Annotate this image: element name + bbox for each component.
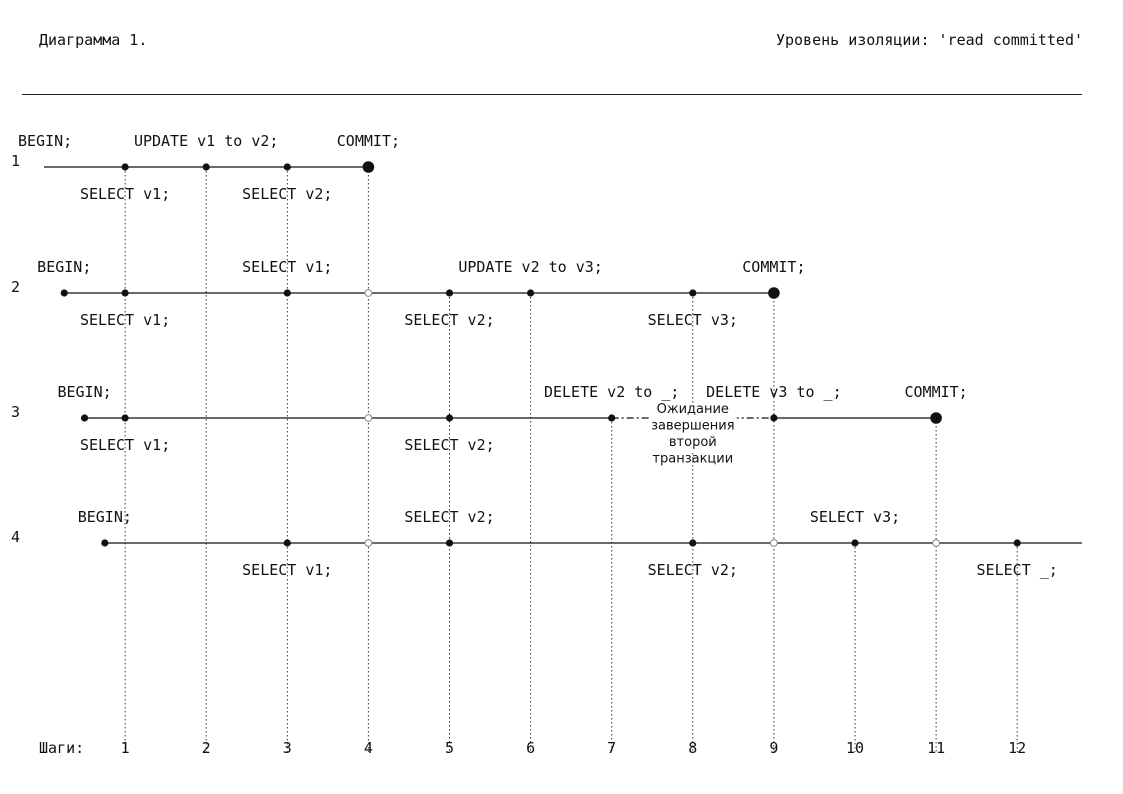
event-label-above: BEGIN; (78, 508, 132, 526)
event-point (689, 289, 697, 297)
snapshot-point (364, 414, 373, 422)
event-label-below: SELECT _; (977, 561, 1058, 579)
event-label-above: UPDATE v1 to v2; (134, 132, 279, 150)
event-point (121, 414, 129, 422)
event-label-above: DELETE v2 to _; (544, 383, 679, 401)
transaction-number: 4 (11, 528, 20, 546)
step-tick-label: 3 (283, 739, 292, 757)
event-point (527, 289, 535, 297)
wait-note-line: завершения (651, 419, 734, 434)
event-label-above: SELECT v1; (242, 258, 332, 276)
event-point (80, 414, 89, 422)
diagram-title: Диаграмма 1. (39, 31, 148, 49)
snapshot-point (364, 289, 373, 297)
wait-note-line: транзакции (652, 452, 733, 467)
snapshot-point (364, 539, 373, 547)
transaction-number: 2 (11, 278, 20, 296)
commit-point (768, 287, 780, 299)
event-point (202, 163, 210, 171)
snapshot-point (770, 539, 778, 547)
snapshot-point (932, 539, 940, 547)
step-tick-label: 12 (1008, 739, 1026, 757)
event-point (445, 539, 454, 547)
event-label-above: DELETE v3 to _; (706, 383, 841, 401)
event-point (1013, 539, 1021, 547)
event-label-above: BEGIN; (37, 258, 91, 276)
transaction-number: 1 (11, 152, 20, 170)
event-point (121, 163, 129, 171)
commit-point (362, 161, 375, 173)
event-point (689, 539, 697, 547)
event-label-above: COMMIT; (337, 132, 400, 150)
wait-note-line: Ожидание (657, 402, 729, 417)
event-point (445, 414, 454, 422)
event-label-below: SELECT v2; (404, 436, 494, 454)
event-point (283, 289, 291, 297)
step-tick-label: 6 (526, 739, 535, 757)
event-label-above: BEGIN; (57, 383, 111, 401)
event-label-below: SELECT v2; (404, 311, 494, 329)
step-tick-label: 2 (202, 739, 211, 757)
event-point (608, 414, 616, 422)
event-point (851, 539, 859, 547)
event-point (283, 163, 291, 171)
event-point (101, 539, 109, 547)
event-point (60, 289, 68, 297)
event-label-below: SELECT v1; (242, 561, 332, 579)
commit-point (930, 412, 942, 424)
transaction-lines (44, 166, 1082, 544)
step-tick-label: 7 (607, 739, 616, 757)
steps-label: Шаги: (39, 739, 84, 757)
wait-note-bg (648, 403, 737, 453)
event-label-below: SELECT v1; (80, 436, 170, 454)
event-point (283, 539, 291, 547)
event-label-below: SELECT v1; (80, 311, 170, 329)
event-label-below: SELECT v3; (648, 311, 738, 329)
step-tick-label: 10 (846, 739, 864, 757)
wait-note-line: второй (669, 435, 717, 450)
isolation-level: Уровень изоляции: 'read committed' (775, 31, 1083, 49)
step-tick-label: 8 (688, 739, 697, 757)
event-label-above: COMMIT; (742, 258, 805, 276)
event-label-below: SELECT v2; (242, 185, 332, 203)
step-guidelines (124, 167, 1018, 752)
event-label-below: SELECT v2; (648, 561, 738, 579)
event-label-above: UPDATE v2 to v3; (458, 258, 603, 276)
event-label-above: SELECT v3; (810, 508, 900, 526)
event-point (770, 414, 778, 422)
step-tick-label: 4 (364, 739, 373, 757)
step-tick-label: 5 (445, 739, 454, 757)
header-divider (22, 94, 1082, 95)
event-label-above: SELECT v2; (404, 508, 494, 526)
step-tick-label: 1 (121, 739, 130, 757)
event-label-above: COMMIT; (904, 383, 967, 401)
transaction-number: 3 (11, 403, 20, 421)
event-point (445, 289, 454, 297)
event-labels: 1 BEGIN; SELECT v1; UPDATE v1 to v2; SELECT … (11, 132, 1058, 579)
event-markers (60, 161, 1021, 547)
step-tick-label: 11 (927, 739, 945, 757)
event-label-above: BEGIN; (18, 132, 72, 150)
event-label-below: SELECT v1; (80, 185, 170, 203)
step-tick-label: 9 (769, 739, 778, 757)
event-point (121, 289, 129, 297)
step-axis: Шаги: 1 2 3 4 5 6 7 8 9 10 11 12 (39, 739, 1026, 757)
